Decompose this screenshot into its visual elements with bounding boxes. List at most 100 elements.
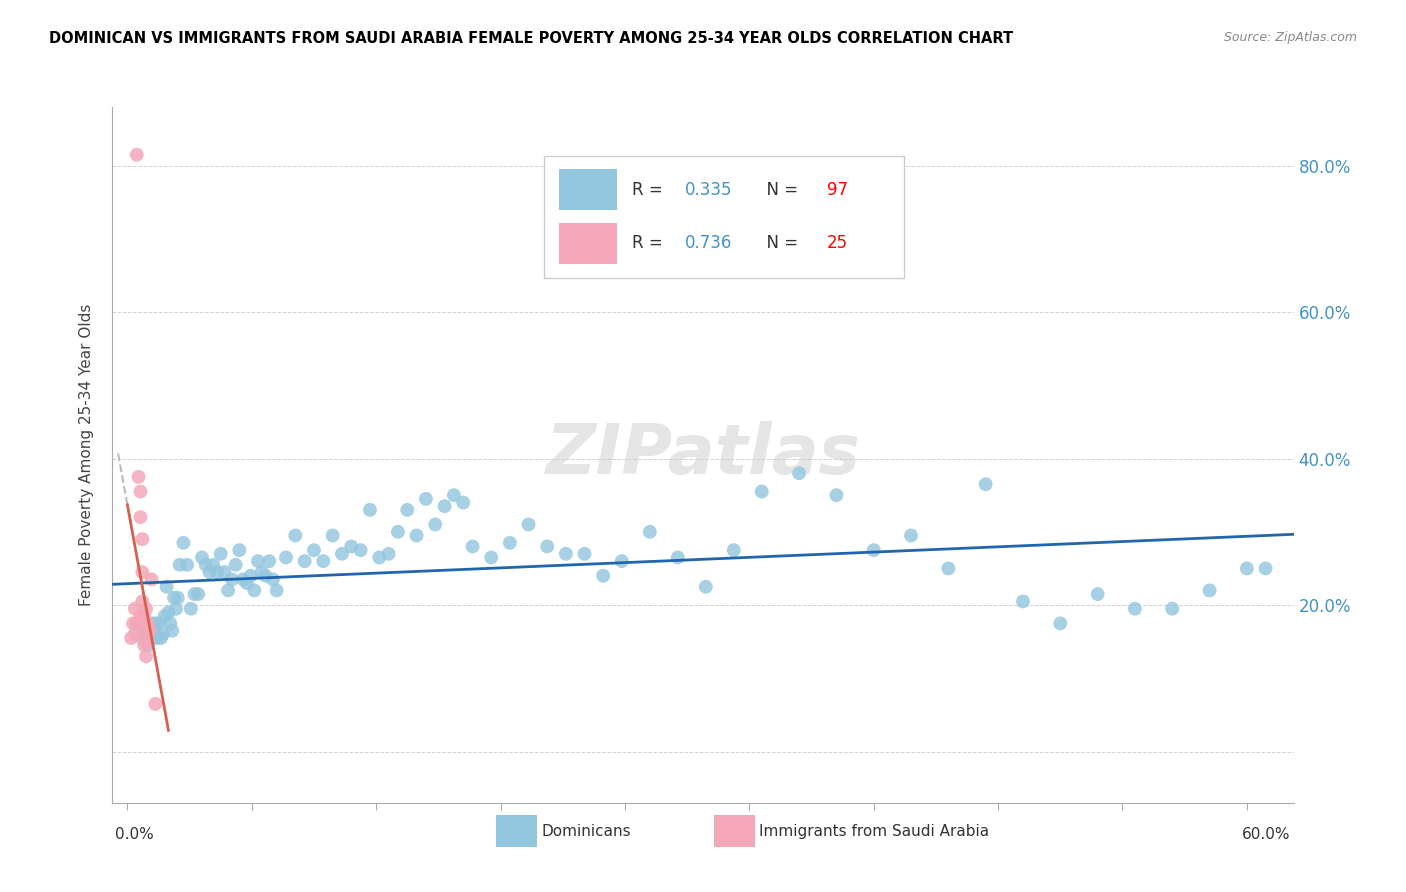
Point bbox=[148, 616, 170, 631]
Text: Immigrants from Saudi Arabia: Immigrants from Saudi Arabia bbox=[759, 824, 990, 838]
Point bbox=[131, 565, 153, 579]
Point bbox=[610, 554, 633, 568]
Point bbox=[159, 616, 181, 631]
Point bbox=[425, 517, 447, 532]
Point bbox=[202, 558, 225, 572]
Point bbox=[131, 532, 153, 546]
Point bbox=[141, 573, 163, 587]
Point bbox=[695, 580, 717, 594]
Point bbox=[124, 601, 146, 615]
Point bbox=[247, 554, 270, 568]
Point bbox=[142, 624, 165, 638]
Point bbox=[135, 634, 157, 648]
Point bbox=[257, 554, 280, 568]
Point bbox=[198, 565, 221, 579]
Text: 0.736: 0.736 bbox=[685, 235, 733, 252]
Point bbox=[262, 573, 284, 587]
Text: 0.335: 0.335 bbox=[685, 181, 733, 199]
Point bbox=[129, 510, 152, 524]
Point bbox=[312, 554, 335, 568]
Point bbox=[209, 547, 232, 561]
Point bbox=[405, 528, 427, 542]
Point bbox=[135, 649, 157, 664]
Point bbox=[228, 543, 250, 558]
FancyBboxPatch shape bbox=[560, 223, 617, 264]
Point bbox=[205, 565, 228, 579]
Point bbox=[592, 568, 614, 582]
Text: DOMINICAN VS IMMIGRANTS FROM SAUDI ARABIA FEMALE POVERTY AMONG 25-34 YEAR OLDS C: DOMINICAN VS IMMIGRANTS FROM SAUDI ARABI… bbox=[49, 31, 1014, 46]
Point bbox=[125, 616, 148, 631]
Point bbox=[322, 528, 344, 542]
Text: 0.0%: 0.0% bbox=[115, 827, 155, 841]
Point bbox=[152, 627, 174, 641]
Text: 25: 25 bbox=[827, 235, 848, 252]
Point bbox=[499, 536, 522, 550]
Point bbox=[787, 467, 810, 481]
Point bbox=[225, 558, 247, 572]
Point bbox=[160, 624, 183, 638]
Point bbox=[330, 547, 353, 561]
Point bbox=[1198, 583, 1220, 598]
Point bbox=[136, 638, 159, 652]
Point bbox=[131, 594, 153, 608]
Point bbox=[183, 587, 205, 601]
Point bbox=[129, 484, 152, 499]
Point bbox=[221, 573, 243, 587]
Point bbox=[574, 547, 596, 561]
Point bbox=[135, 620, 157, 634]
Point bbox=[145, 697, 167, 711]
Text: N =: N = bbox=[756, 181, 803, 199]
Point bbox=[131, 631, 153, 645]
Point bbox=[139, 624, 162, 638]
Text: Source: ZipAtlas.com: Source: ZipAtlas.com bbox=[1223, 31, 1357, 45]
Point bbox=[451, 495, 474, 509]
Point bbox=[900, 528, 922, 542]
Point bbox=[135, 627, 157, 641]
Point bbox=[134, 638, 156, 652]
Point bbox=[974, 477, 997, 491]
Point bbox=[862, 543, 884, 558]
Point bbox=[938, 561, 960, 575]
Point bbox=[122, 616, 145, 631]
FancyBboxPatch shape bbox=[560, 169, 617, 211]
Point bbox=[723, 543, 745, 558]
Point bbox=[479, 550, 502, 565]
Point bbox=[125, 616, 148, 631]
Point bbox=[176, 558, 198, 572]
Point bbox=[135, 601, 157, 615]
FancyBboxPatch shape bbox=[544, 156, 904, 277]
Point bbox=[136, 634, 159, 648]
Point bbox=[239, 568, 262, 582]
Point bbox=[349, 543, 371, 558]
Point bbox=[1049, 616, 1071, 631]
Point bbox=[368, 550, 391, 565]
Point bbox=[232, 573, 254, 587]
Point bbox=[536, 540, 558, 554]
Text: R =: R = bbox=[633, 235, 668, 252]
Y-axis label: Female Poverty Among 25-34 Year Olds: Female Poverty Among 25-34 Year Olds bbox=[79, 304, 94, 606]
Point bbox=[825, 488, 848, 502]
Point bbox=[340, 540, 363, 554]
Point bbox=[433, 499, 456, 513]
Point bbox=[443, 488, 465, 502]
Point bbox=[236, 576, 259, 591]
Point bbox=[266, 583, 288, 598]
Point bbox=[155, 580, 177, 594]
Point bbox=[129, 609, 152, 624]
Point bbox=[145, 616, 167, 631]
Point bbox=[217, 583, 239, 598]
Point bbox=[294, 554, 316, 568]
Point bbox=[1087, 587, 1109, 601]
Point bbox=[125, 147, 148, 161]
Point bbox=[165, 601, 187, 615]
Point bbox=[166, 591, 188, 605]
Point bbox=[1012, 594, 1035, 608]
Point bbox=[136, 616, 159, 631]
Point bbox=[191, 550, 214, 565]
Point bbox=[243, 583, 266, 598]
Point bbox=[1123, 601, 1146, 615]
Point bbox=[169, 558, 191, 572]
Point bbox=[666, 550, 689, 565]
Point bbox=[387, 524, 409, 539]
Point bbox=[187, 587, 209, 601]
